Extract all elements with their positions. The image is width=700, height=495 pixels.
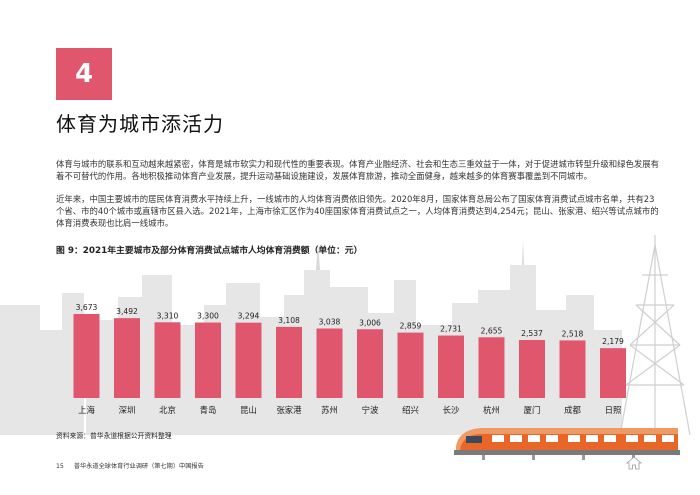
page-number: 15 [56, 463, 64, 470]
bar-10 [478, 337, 505, 398]
section-number-badge: 4 [56, 48, 112, 100]
bar-0 [73, 314, 100, 398]
value-label-12: 2,518 [562, 329, 584, 338]
value-label-6: 3,038 [319, 318, 341, 327]
value-label-7: 3,006 [359, 318, 381, 327]
value-label-5: 3,108 [278, 316, 300, 325]
category-label-10: 杭州 [483, 405, 500, 415]
bar-11 [519, 339, 545, 398]
bar-7 [357, 329, 383, 398]
category-label-9: 长沙 [443, 405, 460, 415]
category-label-1: 深圳 [119, 405, 136, 415]
category-label-0: 上海 [78, 405, 95, 415]
value-label-11: 2,537 [521, 329, 543, 338]
category-label-7: 宁波 [362, 405, 379, 415]
category-label-11: 厦门 [524, 405, 541, 415]
value-label-10: 2,655 [481, 326, 503, 335]
intro-paragraph: 体育与城市的联系和互动越来越紧密，体育是城市软实力和现代性的重要表现。体育产业融… [56, 159, 659, 181]
value-label-0: 3,673 [76, 303, 98, 312]
bar-8 [397, 332, 424, 398]
value-label-4: 3,294 [238, 312, 260, 321]
consumption-paragraph: 近年来，中国主要城市的居民体育消费水平持续上升，一线城市的人均体育消费依旧领先。… [56, 194, 659, 228]
bar-9 [438, 335, 464, 398]
value-label-13: 2,179 [602, 337, 624, 346]
page-title: 体育为城市添活力 [56, 112, 224, 136]
value-label-3: 3,300 [197, 312, 219, 321]
bar-4 [235, 322, 262, 398]
category-label-3: 青岛 [200, 405, 217, 415]
value-label-9: 2,731 [440, 325, 462, 334]
bar-13 [600, 348, 626, 398]
figure-title: 图 9：2021年主要城市及部分体育消费试点城市人均体育消费额（单位：元） [56, 246, 363, 256]
home-icon[interactable] [626, 456, 642, 470]
bar-1 [114, 318, 140, 398]
footer: 15 普华永道全球体育行业调研（第七期）中国报告 [56, 461, 214, 470]
category-label-5: 张家港 [276, 405, 302, 415]
bar-6 [316, 328, 343, 398]
bar-12 [559, 340, 586, 398]
bar-3 [195, 322, 221, 398]
source-note: 资料来源：普华永道根据公开资料整理 [56, 432, 172, 440]
category-label-2: 北京 [159, 405, 176, 415]
train-illustration [454, 428, 680, 460]
value-label-1: 3,492 [116, 307, 138, 316]
bar-2 [154, 322, 181, 398]
report-name: 普华永道全球体育行业调研（第七期）中国报告 [73, 463, 204, 470]
category-label-8: 绍兴 [402, 405, 419, 415]
category-label-4: 昆山 [240, 405, 257, 415]
category-label-6: 苏州 [321, 405, 338, 415]
value-label-2: 3,310 [157, 311, 179, 320]
category-label-13: 日照 [605, 405, 622, 415]
value-label-8: 2,859 [400, 322, 422, 331]
category-label-12: 成都 [564, 405, 581, 415]
bar-5 [276, 326, 302, 398]
